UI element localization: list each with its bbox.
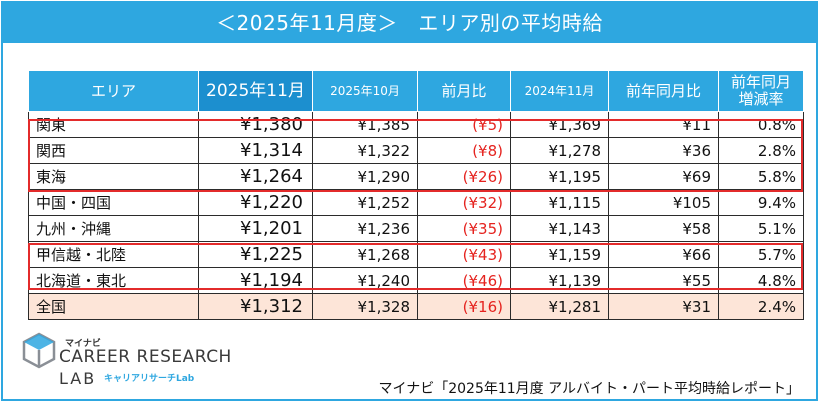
cell-area: 甲信越・北陸 — [28, 241, 199, 268]
cell-yoy: ¥105 — [608, 189, 719, 216]
cell-mom: (¥16) — [417, 293, 511, 320]
cell-nov2024: ¥1,369 — [510, 111, 609, 138]
logo-brand: マイナビ — [65, 339, 101, 349]
table-row: 東海 ¥1,264 ¥1,290 (¥26) ¥1,195 ¥69 5.8% — [28, 163, 804, 190]
cell-nov2024: ¥1,139 — [510, 267, 609, 294]
cell-nov2024: ¥1,143 — [510, 215, 609, 242]
cell-yoy: ¥31 — [608, 293, 719, 320]
cell-mom: (¥5) — [417, 111, 511, 138]
cell-yoy-rate: 2.8% — [718, 137, 804, 164]
cell-nov2025: ¥1,314 — [198, 137, 313, 164]
header-area: エリア — [28, 70, 199, 112]
header-yoy: 前年同月比 — [608, 70, 719, 112]
cell-yoy: ¥58 — [608, 215, 719, 242]
cell-mom: (¥46) — [417, 267, 511, 294]
header-yoy-rate: 前年同月 増減率 — [718, 70, 804, 112]
cell-yoy-rate: 5.7% — [718, 241, 804, 268]
cell-area: 関西 — [28, 137, 199, 164]
cell-mom: (¥35) — [417, 215, 511, 242]
cell-yoy-rate: 5.8% — [718, 163, 804, 190]
table-row: 関東 ¥1,380 ¥1,385 (¥5) ¥1,369 ¥11 0.8% — [28, 111, 804, 138]
cell-yoy: ¥36 — [608, 137, 719, 164]
cell-yoy: ¥69 — [608, 163, 719, 190]
logo-sub: キャリアリサーチLab — [104, 374, 195, 384]
cell-nov2025: ¥1,201 — [198, 215, 313, 242]
cell-mom: (¥26) — [417, 163, 511, 190]
header-yoy-rate-line2: 増減率 — [738, 90, 784, 108]
cell-nov2025: ¥1,264 — [198, 163, 313, 190]
cell-area: 東海 — [28, 163, 199, 190]
cell-nov2025: ¥1,225 — [198, 241, 313, 268]
cell-nov2024: ¥1,115 — [510, 189, 609, 216]
hourly-wage-table: エリア 2025年11月 2025年10月 前月比 2024年11月 前年同月比… — [28, 70, 804, 320]
cell-oct2025: ¥1,240 — [312, 267, 418, 294]
cell-oct2025: ¥1,252 — [312, 189, 418, 216]
cell-area: 北海道・東北 — [28, 267, 199, 294]
cell-area: 中国・四国 — [28, 189, 199, 216]
source-caption: マイナビ「2025年11月度 アルバイト・パート平均時給レポート」 — [378, 381, 800, 397]
cell-nov2025: ¥1,380 — [198, 111, 313, 138]
cell-nov2025: ¥1,312 — [198, 293, 313, 320]
header-oct2025: 2025年10月 — [312, 70, 418, 112]
logo-line1: CAREER RESEARCH — [59, 347, 232, 367]
cell-area: 関東 — [28, 111, 199, 138]
cell-yoy-rate: 9.4% — [718, 189, 804, 216]
cell-oct2025: ¥1,236 — [312, 215, 418, 242]
cell-oct2025: ¥1,290 — [312, 163, 418, 190]
cell-area: 九州・沖縄 — [28, 215, 199, 242]
cell-nov2025: ¥1,194 — [198, 267, 313, 294]
cell-nov2024: ¥1,278 — [510, 137, 609, 164]
cell-mom: (¥32) — [417, 189, 511, 216]
logo-line2: LAB — [59, 369, 97, 388]
table-header-row: エリア 2025年11月 2025年10月 前月比 2024年11月 前年同月比… — [28, 70, 804, 112]
header-yoy-rate-line1: 前年同月 — [730, 73, 791, 91]
cell-nov2024: ¥1,159 — [510, 241, 609, 268]
career-research-lab-logo-icon — [22, 332, 56, 369]
cell-yoy-rate: 4.8% — [718, 267, 804, 294]
cell-area: 全国 — [28, 293, 199, 320]
table-row: 関西 ¥1,314 ¥1,322 (¥8) ¥1,278 ¥36 2.8% — [28, 137, 804, 164]
cell-nov2024: ¥1,281 — [510, 293, 609, 320]
cell-yoy-rate: 5.1% — [718, 215, 804, 242]
table-row-total: 全国 ¥1,312 ¥1,328 (¥16) ¥1,281 ¥31 2.4% — [28, 293, 804, 320]
report-title: ＜2025年11月度＞ エリア別の平均時給 — [3, 3, 816, 43]
header-nov2025: 2025年11月 — [198, 70, 313, 112]
cell-oct2025: ¥1,268 — [312, 241, 418, 268]
cell-yoy: ¥66 — [608, 241, 719, 268]
cell-yoy-rate: 0.8% — [718, 111, 804, 138]
cell-oct2025: ¥1,385 — [312, 111, 418, 138]
header-nov2024: 2024年11月 — [510, 70, 609, 112]
cell-mom: (¥8) — [417, 137, 511, 164]
cell-mom: (¥43) — [417, 241, 511, 268]
cell-nov2025: ¥1,220 — [198, 189, 313, 216]
table-row: 中国・四国 ¥1,220 ¥1,252 (¥32) ¥1,115 ¥105 9.4% — [28, 189, 804, 216]
cell-yoy-rate: 2.4% — [718, 293, 804, 320]
cell-oct2025: ¥1,322 — [312, 137, 418, 164]
cell-nov2024: ¥1,195 — [510, 163, 609, 190]
header-mom: 前月比 — [417, 70, 511, 112]
table-row: 九州・沖縄 ¥1,201 ¥1,236 (¥35) ¥1,143 ¥58 5.1% — [28, 215, 804, 242]
cell-yoy: ¥11 — [608, 111, 719, 138]
table-row: 甲信越・北陸 ¥1,225 ¥1,268 (¥43) ¥1,159 ¥66 5.7% — [28, 241, 804, 268]
table-row: 北海道・東北 ¥1,194 ¥1,240 (¥46) ¥1,139 ¥55 4.8% — [28, 267, 804, 294]
cell-oct2025: ¥1,328 — [312, 293, 418, 320]
cell-yoy: ¥55 — [608, 267, 719, 294]
